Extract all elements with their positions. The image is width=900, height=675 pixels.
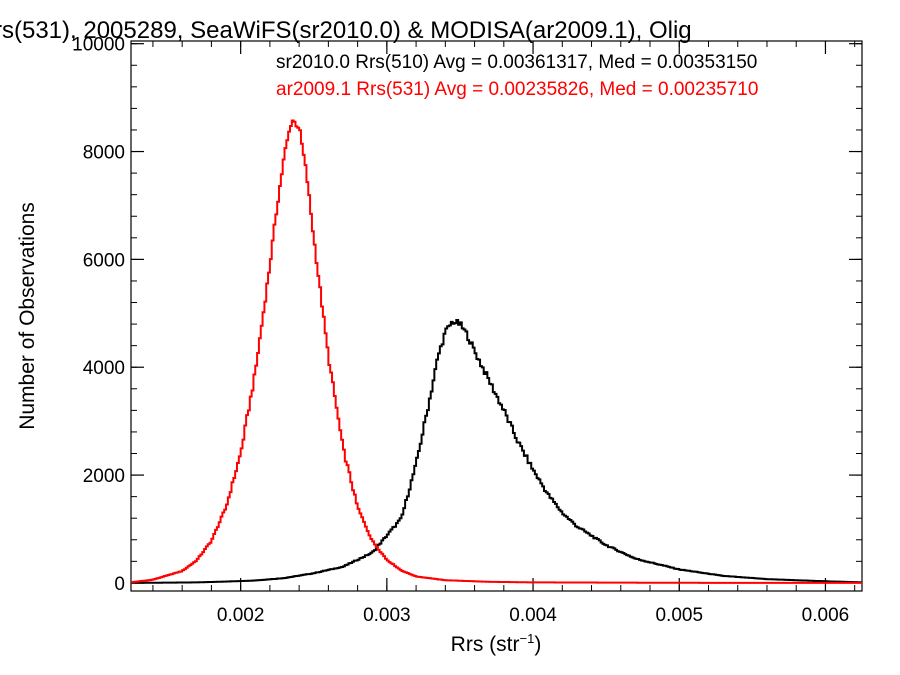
- y-tick-label: 6000: [83, 250, 125, 271]
- x-tick-label: 0.004: [509, 605, 557, 626]
- legend-entry-red: ar2009.1 Rrs(531) Avg = 0.00235826, Med …: [276, 79, 758, 100]
- y-axis-label: Number of Observations: [16, 202, 39, 430]
- y-tick-label: 8000: [83, 143, 125, 164]
- x-axis-label-sup: −1: [520, 631, 535, 646]
- x-tick-label: 0.006: [802, 605, 850, 626]
- x-tick-label: 0.005: [655, 605, 703, 626]
- series-lines: [131, 119, 862, 584]
- plot-frame: [130, 40, 863, 592]
- chart-title: rs(531), 2005289, SeaWiFS(sr2010.0) & MO…: [0, 17, 692, 44]
- y-tick-label: 2000: [83, 466, 125, 487]
- x-tick-label: 0.002: [217, 605, 265, 626]
- legend-entry-black: sr2010.0 Rrs(510) Avg = 0.00361317, Med …: [276, 52, 757, 73]
- x-axis-label: Rrs (str−1): [451, 631, 542, 656]
- y-tick-label: 0: [114, 574, 125, 595]
- series-line-red: [131, 119, 862, 584]
- series-line-black: [131, 319, 862, 584]
- x-axis-label-suffix: ): [534, 633, 541, 656]
- x-tick-label: 0.003: [363, 605, 411, 626]
- x-axis-label-main: Rrs (str: [451, 633, 520, 656]
- y-tick-label: 10000: [72, 35, 125, 56]
- y-tick-label: 4000: [83, 358, 125, 379]
- axis-ticks: 0.002 0.003 0.004 0.005 0.006 0 2000 4000 6000 80…: [72, 35, 862, 626]
